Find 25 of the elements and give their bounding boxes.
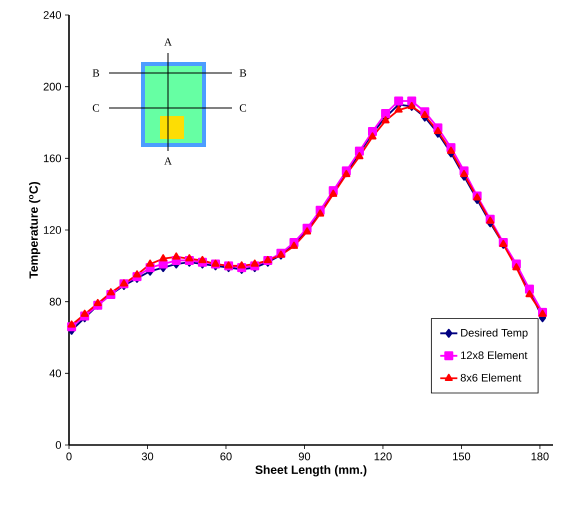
x-tick-label: 150	[453, 452, 470, 460]
y-tick-label: 120	[44, 226, 62, 234]
y-tick-label: 160	[44, 154, 62, 162]
annotation: B	[240, 69, 246, 77]
x-tick-label: 180	[532, 452, 549, 460]
annotation: C	[92, 104, 100, 112]
annotation: A	[164, 38, 172, 46]
legend-label: 12x8 Element	[461, 351, 528, 360]
y-tick-label: 40	[49, 369, 62, 378]
annotation: C	[240, 104, 246, 112]
legend-label: 8x6 Element	[460, 374, 522, 382]
y-tick-label: 0	[56, 441, 62, 449]
y-tick-label: 80	[50, 298, 62, 306]
x-tick-label: 60	[220, 452, 232, 460]
y-tick-label: 240	[44, 11, 62, 19]
x-tick-label: 90	[298, 452, 310, 460]
x-tick-label: 30	[142, 452, 154, 460]
y-axis-title: Temperature ($^{o}$C)	[29, 182, 40, 278]
x-tick-label: 0	[66, 452, 72, 460]
annotation: B	[92, 69, 100, 77]
y-tick-label: 200	[44, 82, 62, 91]
annotation: A	[164, 157, 172, 165]
x-tick-label: 120	[374, 452, 392, 460]
x-axis-title: Sheet Length (mm.)	[255, 465, 366, 476]
legend-label: Desired Temp	[461, 328, 528, 339]
